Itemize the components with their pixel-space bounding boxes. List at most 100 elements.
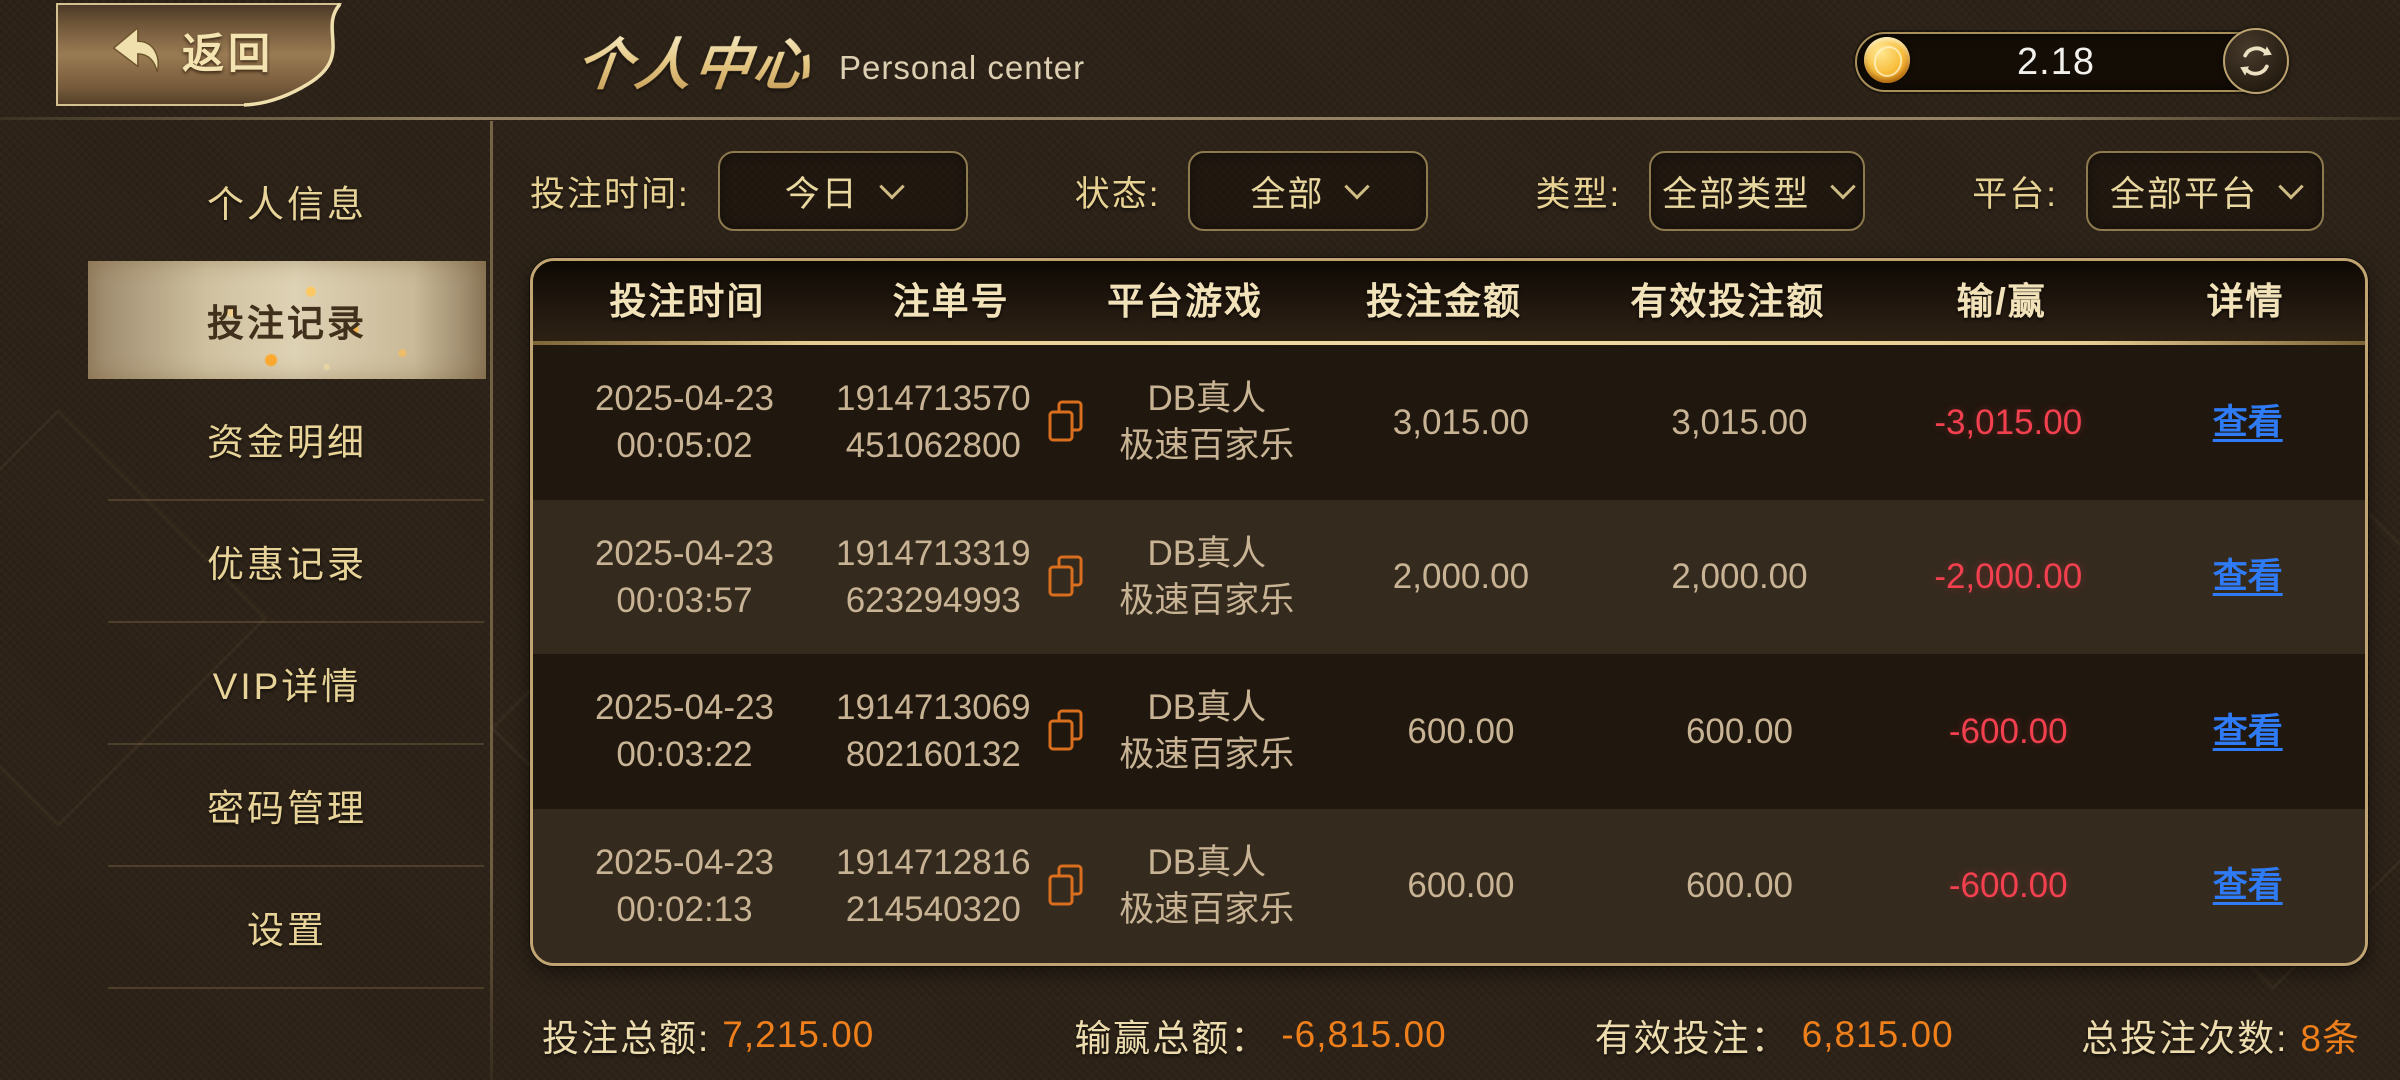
cell-platform-game: DB真人 极速百家乐 <box>1119 688 1295 775</box>
bet-records-table: 投注时间 注单号 平台游戏 投注金额 有效投注额 输/赢 详情 2025-04-… <box>530 258 2368 966</box>
cell-win-loss: -600.00 <box>1948 711 2068 751</box>
cell-bet-time: 2025-04-23 00:05:02 <box>594 379 775 466</box>
col-header-bet-amount: 投注金额 <box>1366 280 1523 322</box>
valid-bet-total-value: 6,815.00 <box>1801 1014 1954 1055</box>
filter-bar: 投注时间: 今日 状态: 全部 类型: 全部类型 <box>530 151 2368 231</box>
coin-icon <box>1864 37 1910 83</box>
chevron-down-icon <box>2278 174 2304 200</box>
view-detail-link[interactable]: 查看 <box>2212 866 2283 906</box>
table-row: 2025-04-23 00:03:57 1914713319 623294993 D… <box>533 499 2365 654</box>
chevron-down-icon <box>1830 174 1856 200</box>
cell-platform-game: DB真人 极速百家乐 <box>1119 842 1295 929</box>
sidebar-item-vip[interactable]: VIP详情 <box>212 666 362 707</box>
sidebar-divider <box>108 865 484 867</box>
cell-valid-bet: 600.00 <box>1685 711 1794 751</box>
cell-bet-amount: 3,015.00 <box>1392 402 1530 442</box>
sidebar-divider <box>108 621 484 623</box>
win-loss-total-label: 输赢总额： <box>1074 1018 1270 1059</box>
filter-type: 类型: 全部类型 <box>1536 151 1866 231</box>
view-detail-link[interactable]: 查看 <box>2212 402 2283 442</box>
copy-icon[interactable] <box>1047 554 1085 600</box>
sidebar: 个人信息 投注记录 资金明细 优惠记录 VIP详情 密码管理 设置 <box>0 121 490 1080</box>
win-loss-total-value: -6,815.00 <box>1281 1014 1447 1055</box>
sidebar-divider <box>108 987 484 989</box>
cell-platform-game: DB真人 极速百家乐 <box>1119 379 1295 466</box>
col-header-bet-time: 投注时间 <box>609 280 766 322</box>
sidebar-divider <box>108 499 484 501</box>
filter-bet-time-label: 投注时间: <box>530 174 690 214</box>
type-dropdown-value: 全部类型 <box>1662 174 1811 214</box>
filter-status: 状态: 全部 <box>1075 151 1429 231</box>
cell-bet-time: 2025-04-23 00:03:57 <box>594 533 775 620</box>
total-bet-label: 投注总额: <box>542 1018 711 1059</box>
copy-icon[interactable] <box>1047 863 1085 909</box>
table-row: 2025-04-23 00:05:02 1914713570 451062800 D… <box>533 345 2365 500</box>
page-title: 个人中心 Personal center <box>573 0 1086 120</box>
platform-dropdown-value: 全部平台 <box>2109 174 2258 214</box>
sidebar-divider <box>108 743 484 745</box>
sidebar-item-funds[interactable]: 资金明细 <box>207 422 367 463</box>
sidebar-item-promos[interactable]: 优惠记录 <box>207 544 367 585</box>
cell-detail: 查看 <box>2130 553 2365 600</box>
refresh-icon <box>2240 46 2272 76</box>
sidebar-item-settings[interactable]: 设置 <box>247 910 327 951</box>
cell-order-no: 1914713319 623294993 <box>836 530 1085 624</box>
table-row: 2025-04-23 00:03:22 1914713069 802160132 D… <box>533 654 2365 809</box>
cell-bet-amount: 600.00 <box>1407 866 1515 906</box>
bet-time-dropdown[interactable]: 今日 <box>717 151 968 231</box>
filter-platform: 平台: 全部平台 <box>1972 151 2324 231</box>
view-detail-link[interactable]: 查看 <box>2212 557 2283 597</box>
bet-count-value: 8条 <box>2300 1018 2360 1059</box>
header: 返回 个人中心 Personal center 2.18 <box>0 0 2400 120</box>
cell-bet-time: 2025-04-23 00:03:22 <box>594 688 775 775</box>
copy-icon[interactable] <box>1047 399 1085 445</box>
platform-dropdown[interactable]: 全部平台 <box>2085 151 2324 231</box>
status-dropdown[interactable]: 全部 <box>1188 151 1429 231</box>
balance-value: 2.18 <box>2017 40 2095 83</box>
bet-time-dropdown-value: 今日 <box>784 174 859 214</box>
page-title-en: Personal center <box>839 49 1086 86</box>
back-arrow-icon <box>112 26 159 73</box>
col-header-detail: 详情 <box>2206 280 2285 322</box>
balance-widget: 2.18 <box>1855 28 2289 94</box>
table-header-row: 投注时间 注单号 平台游戏 投注金额 有效投注额 输/赢 详情 <box>533 261 2365 345</box>
main-content: 投注时间: 今日 状态: 全部 类型: 全部类型 <box>493 121 2400 1080</box>
sidebar-item-profile[interactable]: 个人信息 <box>207 184 367 225</box>
cell-detail: 查看 <box>2130 708 2365 755</box>
cell-win-loss: -2,000.00 <box>1934 557 2083 597</box>
cell-detail: 查看 <box>2130 399 2365 446</box>
cell-valid-bet: 600.00 <box>1685 866 1794 906</box>
back-button-ribbon <box>56 2 343 107</box>
cell-detail: 查看 <box>2130 862 2365 909</box>
filter-platform-label: 平台: <box>1972 174 2058 214</box>
cell-platform-game: DB真人 极速百家乐 <box>1119 533 1295 620</box>
chevron-down-icon <box>1344 174 1371 200</box>
type-dropdown[interactable]: 全部类型 <box>1649 151 1866 231</box>
back-button[interactable]: 返回 <box>56 2 358 114</box>
sidebar-item-password[interactable]: 密码管理 <box>207 788 367 829</box>
cell-valid-bet: 2,000.00 <box>1671 557 1808 597</box>
bet-count-label: 总投注次数: <box>2081 1018 2289 1059</box>
copy-icon[interactable] <box>1047 708 1085 754</box>
sidebar-item-bet-records[interactable]: 投注记录 <box>88 261 486 379</box>
col-header-order-no: 注单号 <box>892 280 1010 322</box>
col-header-win-loss: 输/赢 <box>1956 280 2047 322</box>
view-detail-link[interactable]: 查看 <box>2212 711 2283 751</box>
cell-win-loss: -3,015.00 <box>1934 402 2083 442</box>
cell-bet-time: 2025-04-23 00:02:13 <box>594 842 775 929</box>
refresh-balance-button[interactable] <box>2223 28 2289 94</box>
valid-bet-total-label: 有效投注： <box>1594 1018 1790 1059</box>
summary-bar: 投注总额: 7,215.00 输赢总额： -6,815.00 有效投注： 6,8… <box>530 1008 2368 1062</box>
filter-bet-time: 投注时间: 今日 <box>530 151 968 231</box>
table-row: 2025-04-23 00:02:13 1914712816 214540320 D… <box>533 808 2365 963</box>
filter-status-label: 状态: <box>1074 174 1161 214</box>
page-title-cn: 个人中心 <box>572 20 818 101</box>
filter-type-label: 类型: <box>1535 174 1622 214</box>
cell-valid-bet: 3,015.00 <box>1671 402 1808 442</box>
chevron-down-icon <box>879 174 905 200</box>
back-button-label: 返回 <box>181 29 274 77</box>
cell-order-no: 1914713069 802160132 <box>836 684 1085 778</box>
cell-bet-amount: 2,000.00 <box>1392 557 1530 597</box>
status-dropdown-value: 全部 <box>1250 174 1325 214</box>
